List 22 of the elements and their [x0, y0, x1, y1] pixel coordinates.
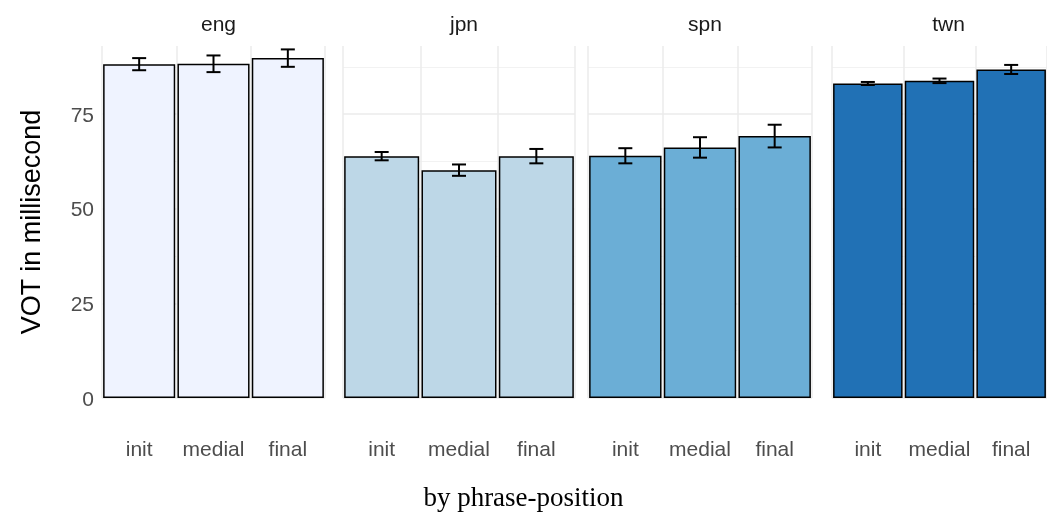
x-tick-label: final — [517, 437, 556, 460]
y-axis-title: VOT in millisecond — [15, 109, 46, 335]
chart-title: eng — [200, 12, 237, 35]
x-tick-label: medial — [428, 437, 490, 460]
chart-title: spn — [688, 12, 722, 35]
chart-title: jpn — [448, 12, 479, 35]
x-tick-label: final — [268, 437, 308, 460]
x-tick-label: init — [611, 437, 639, 460]
chart-title: twn — [932, 12, 965, 35]
y-tick-label: 75 — [70, 102, 94, 126]
x-tick-label: medial — [908, 437, 971, 460]
x-tick-label: init — [125, 437, 153, 460]
y-tick-label: 0 — [82, 386, 94, 410]
x-tick-label: medial — [669, 437, 731, 460]
x-tick-label: init — [854, 437, 882, 460]
x-tick-label: final — [755, 437, 794, 460]
y-tick-label: 50 — [70, 197, 94, 221]
x-tick-label: init — [368, 437, 396, 460]
x-tick-label: medial — [182, 437, 245, 460]
y-tick-label: 25 — [70, 291, 94, 315]
x-tick-label: final — [991, 437, 1031, 460]
x-axis-title: by phrase-position — [422, 482, 625, 513]
